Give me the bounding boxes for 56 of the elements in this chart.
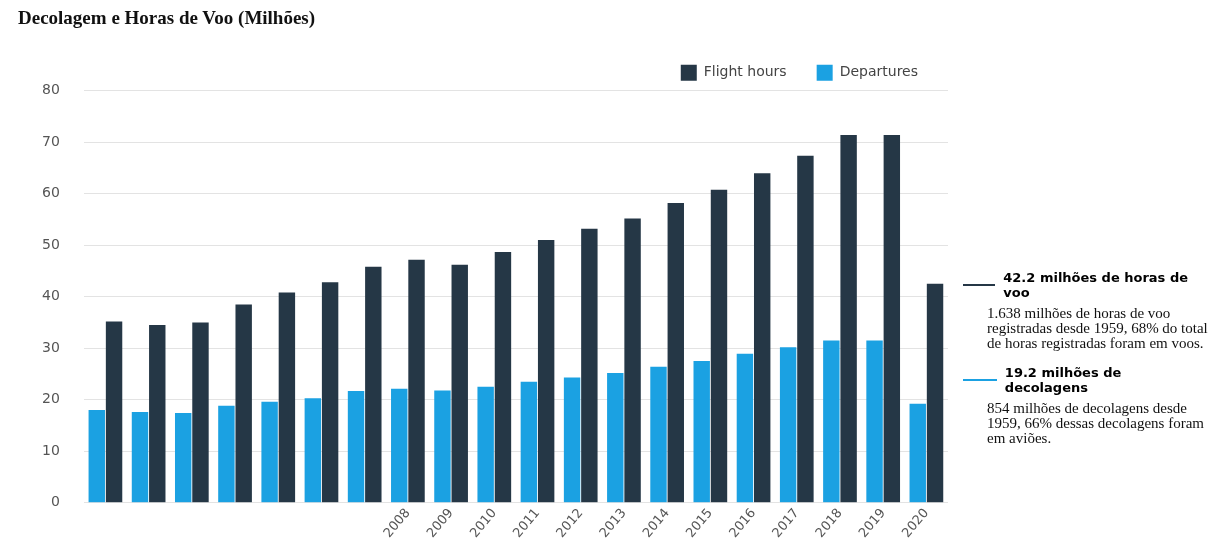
bar <box>494 251 512 503</box>
bar <box>753 173 771 503</box>
bar <box>105 321 123 503</box>
bar <box>321 282 339 503</box>
bar <box>624 218 641 503</box>
bar <box>926 283 944 503</box>
y-tick-label: 40 <box>41 287 60 304</box>
bar <box>149 325 166 503</box>
text: 1.638 milhões de horas de voo registradas desde 1959, 68% do total de horas registradas foram em voos. <box>987 305 1208 351</box>
bar <box>797 155 814 503</box>
bar <box>693 361 710 503</box>
bar <box>909 403 926 503</box>
y-tick-label: 70 <box>41 132 60 149</box>
bar <box>866 340 883 503</box>
bar <box>779 347 797 503</box>
bar <box>434 390 451 503</box>
bar <box>581 228 598 503</box>
text: 854 milhões de decolagens desde 1959, 66% dessas decolagens foram em aviões. <box>987 400 1206 446</box>
bar <box>710 189 728 503</box>
bar <box>563 377 581 503</box>
bar <box>261 401 278 503</box>
y-tick-label: 60 <box>41 184 60 201</box>
bar <box>278 292 296 503</box>
bar <box>235 304 252 503</box>
legend-label: Flight hours <box>703 63 787 80</box>
legend-label: Departures <box>839 63 919 80</box>
text: 42.2 milhões de horas de voo <box>1003 270 1189 300</box>
y-tick-label: 20 <box>41 390 60 407</box>
bar <box>365 266 382 503</box>
bar <box>88 409 105 503</box>
chart-title: Decolagem e Horas de Voo (Milhões) <box>18 7 316 30</box>
bar <box>451 264 468 503</box>
y-tick-label: 50 <box>41 235 60 252</box>
bar <box>477 386 494 503</box>
y-tick-label: 30 <box>41 338 60 355</box>
bar <box>840 135 857 503</box>
bar <box>304 398 322 503</box>
text: 19.2 milhões de decolagens <box>1004 365 1123 395</box>
bar <box>537 240 555 503</box>
bar <box>391 388 408 503</box>
bar <box>408 259 425 503</box>
bar <box>520 381 538 503</box>
bar <box>883 135 901 503</box>
bar <box>192 322 209 503</box>
bar <box>607 372 624 503</box>
bar <box>736 353 754 503</box>
bar <box>650 366 667 503</box>
bar <box>218 405 235 503</box>
bar <box>347 390 365 503</box>
y-tick-label: 80 <box>41 81 60 98</box>
y-tick-label: 0 <box>50 493 60 510</box>
bar <box>667 203 684 503</box>
bar <box>131 412 149 503</box>
bar <box>823 340 840 503</box>
y-tick-label: 10 <box>41 441 60 458</box>
bar <box>174 413 192 503</box>
